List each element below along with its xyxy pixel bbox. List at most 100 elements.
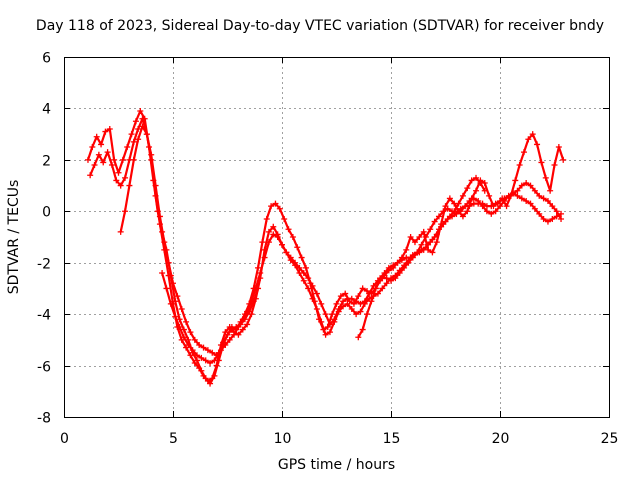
- data-point: [427, 226, 434, 233]
- data-point: [187, 329, 194, 336]
- data-point: [372, 285, 379, 292]
- data-point: [313, 290, 320, 297]
- data-point: [255, 285, 262, 292]
- data-point: [379, 285, 386, 292]
- data-point: [553, 208, 560, 215]
- data-point: [534, 141, 541, 148]
- data-point: [106, 126, 113, 132]
- data-point: [342, 290, 349, 297]
- data-point: [440, 208, 447, 215]
- data-point: [274, 234, 281, 240]
- data-point: [361, 298, 368, 305]
- data-point: [259, 239, 266, 246]
- data-point: [191, 336, 198, 343]
- y-axis-label: SDTVAR / TECUs: [6, 179, 22, 295]
- chart-title: Day 118 of 2023, Sidereal Day-to-day VTE…: [35, 18, 605, 34]
- data-point: [518, 182, 525, 189]
- data-point: [135, 126, 142, 132]
- data-point: [335, 306, 342, 312]
- x-tick-labels: 0 5 10 15 20 25: [60, 431, 618, 447]
- data-point: [309, 295, 316, 302]
- data-point: [100, 159, 107, 166]
- x-tick-label: 15: [383, 431, 401, 447]
- data-point: [357, 308, 364, 315]
- data-point: [193, 352, 200, 359]
- axis-ticks: [64, 57, 610, 418]
- data-point: [239, 326, 246, 333]
- data-point: [420, 246, 427, 253]
- data-point: [270, 231, 277, 238]
- data-point: [207, 360, 214, 366]
- data-point: [438, 223, 445, 230]
- data-point: [348, 306, 355, 312]
- series-trace: [89, 117, 562, 383]
- data-point: [527, 200, 534, 207]
- data-point: [464, 185, 471, 192]
- data-point: [520, 149, 527, 156]
- data-point: [359, 326, 366, 333]
- data-point: [558, 210, 565, 217]
- data-point: [411, 239, 418, 246]
- data-point: [364, 311, 371, 318]
- y-tick-label: -4: [37, 308, 51, 324]
- data-point: [353, 298, 360, 305]
- data-point: [233, 324, 240, 330]
- data-point: [340, 298, 347, 305]
- data-point: [505, 192, 512, 199]
- data-point: [523, 198, 530, 204]
- data-point: [446, 213, 453, 220]
- data-point: [536, 192, 543, 199]
- data-point: [281, 216, 288, 222]
- data-point: [200, 344, 207, 351]
- data-point: [126, 182, 133, 189]
- data-point: [446, 195, 453, 202]
- data-point: [161, 239, 168, 246]
- y-tick-label: 6: [42, 51, 51, 67]
- series-trace: [357, 176, 486, 338]
- data-point: [442, 218, 449, 225]
- data-point: [429, 236, 436, 243]
- data-point: [374, 290, 381, 297]
- data-point: [122, 174, 129, 181]
- data-point: [196, 365, 203, 372]
- x-tick-label: 0: [60, 431, 69, 447]
- data-point: [180, 326, 187, 333]
- data-point: [261, 254, 268, 261]
- data-point: [492, 208, 499, 215]
- data-point: [353, 311, 360, 318]
- y-tick-label: 0: [42, 205, 51, 221]
- data-point: [411, 252, 418, 258]
- data-point: [322, 331, 329, 338]
- data-point: [159, 270, 166, 276]
- data-point: [459, 213, 466, 220]
- data-point: [418, 241, 425, 248]
- data-point: [298, 254, 305, 261]
- data-point: [241, 316, 248, 323]
- data-point: [156, 213, 163, 220]
- data-point: [431, 218, 438, 225]
- data-point: [148, 151, 155, 158]
- data-point: [170, 280, 176, 287]
- plot-frame: [64, 57, 610, 418]
- data-point: [191, 360, 198, 366]
- data-point: [558, 216, 565, 222]
- data-point: [416, 249, 423, 256]
- data-point: [265, 239, 272, 246]
- data-point: [176, 324, 183, 330]
- data-point: [355, 293, 362, 300]
- data-point: [466, 198, 473, 204]
- data-point: [289, 234, 296, 240]
- data-point: [165, 259, 172, 266]
- data-point: [130, 138, 137, 145]
- data-point: [486, 192, 493, 199]
- data-point: [272, 200, 279, 207]
- data-point: [326, 321, 333, 328]
- data-point: [265, 228, 272, 235]
- data-point: [130, 156, 137, 163]
- data-point: [462, 203, 469, 210]
- data-point: [344, 300, 351, 307]
- data-point: [544, 198, 551, 204]
- data-point: [287, 254, 294, 261]
- data-point: [368, 298, 375, 305]
